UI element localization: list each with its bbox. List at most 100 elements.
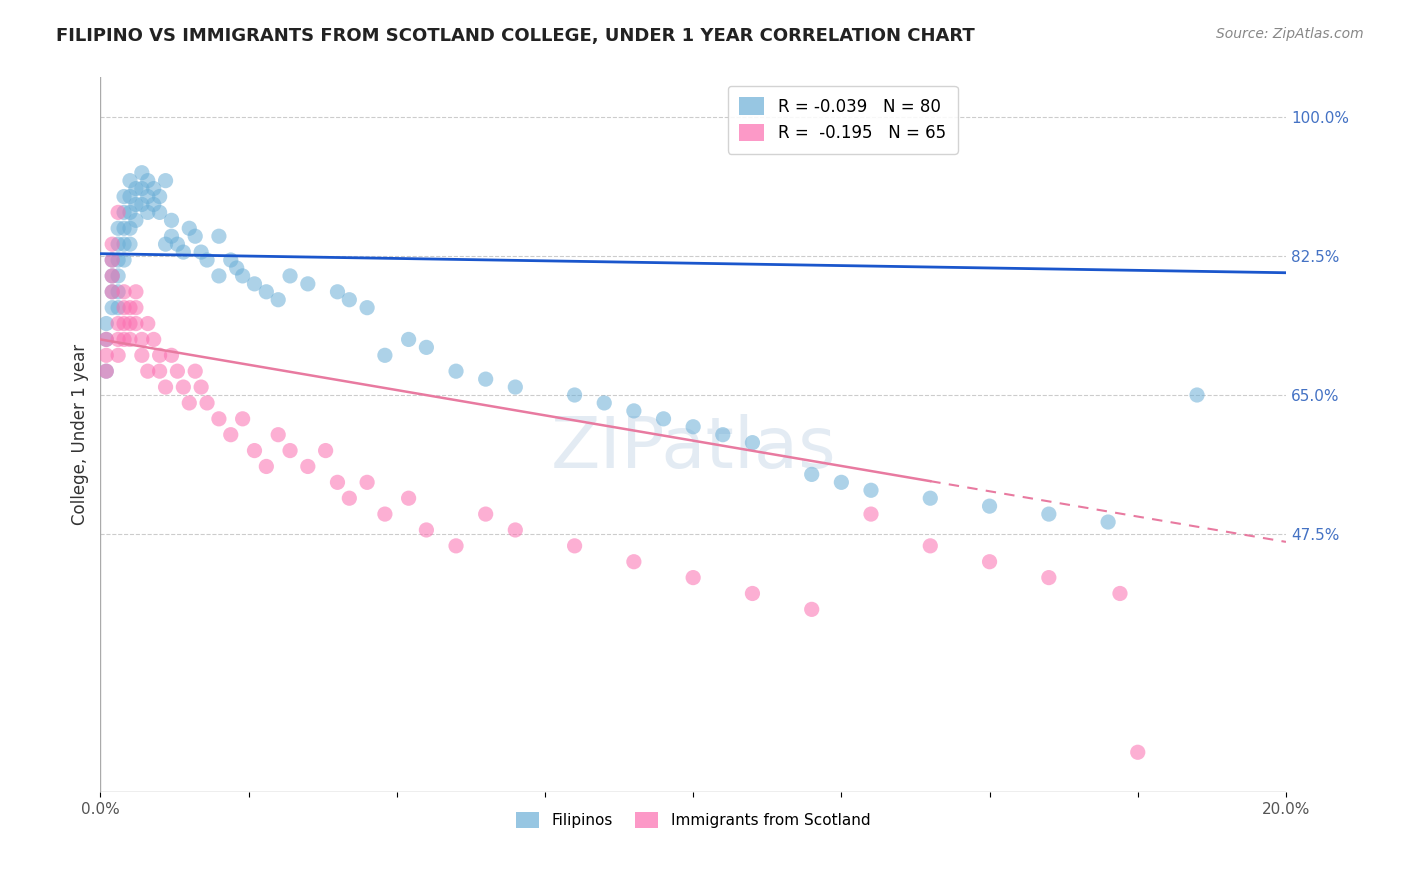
Point	[1038, 571, 1060, 585]
Point	[118, 189, 141, 203]
Point	[166, 364, 188, 378]
Point	[267, 427, 290, 442]
Point	[374, 348, 396, 362]
Point	[136, 174, 159, 188]
Point	[1109, 586, 1132, 600]
Point	[118, 205, 141, 219]
Text: ZIPatlas: ZIPatlas	[550, 415, 837, 483]
Point	[149, 364, 172, 378]
Point	[920, 539, 942, 553]
Point	[149, 348, 172, 362]
Point	[118, 333, 141, 347]
Point	[131, 333, 153, 347]
Point	[179, 396, 201, 410]
Point	[101, 268, 124, 283]
Text: Source: ZipAtlas.com: Source: ZipAtlas.com	[1216, 27, 1364, 41]
Point	[1038, 507, 1060, 521]
Point	[125, 285, 148, 299]
Text: FILIPINO VS IMMIGRANTS FROM SCOTLAND COLLEGE, UNDER 1 YEAR CORRELATION CHART: FILIPINO VS IMMIGRANTS FROM SCOTLAND COL…	[56, 27, 974, 45]
Legend: Filipinos, Immigrants from Scotland: Filipinos, Immigrants from Scotland	[510, 806, 876, 834]
Point	[107, 285, 129, 299]
Point	[112, 333, 135, 347]
Point	[219, 427, 242, 442]
Point	[652, 412, 675, 426]
Point	[136, 189, 159, 203]
Point	[142, 181, 165, 195]
Point	[118, 317, 141, 331]
Point	[243, 443, 266, 458]
Point	[136, 205, 159, 219]
Point	[190, 245, 212, 260]
Point	[107, 333, 129, 347]
Point	[96, 348, 118, 362]
Point	[278, 443, 301, 458]
Point	[564, 388, 586, 402]
Point	[267, 293, 290, 307]
Point	[125, 301, 148, 315]
Point	[131, 348, 153, 362]
Point	[160, 213, 183, 227]
Point	[131, 197, 153, 211]
Point	[118, 174, 141, 188]
Point	[155, 380, 177, 394]
Point	[96, 364, 118, 378]
Point	[118, 237, 141, 252]
Point	[297, 277, 319, 291]
Point	[172, 245, 194, 260]
Point	[374, 507, 396, 521]
Point	[107, 348, 129, 362]
Point	[125, 181, 148, 195]
Point	[136, 317, 159, 331]
Point	[337, 293, 360, 307]
Point	[136, 364, 159, 378]
Point	[859, 483, 882, 498]
Point	[741, 435, 763, 450]
Point	[101, 285, 124, 299]
Point	[243, 277, 266, 291]
Point	[564, 539, 586, 553]
Point	[101, 285, 124, 299]
Point	[112, 301, 135, 315]
Point	[96, 333, 118, 347]
Point	[101, 301, 124, 315]
Point	[711, 427, 734, 442]
Point	[125, 317, 148, 331]
Point	[155, 174, 177, 188]
Point	[172, 380, 194, 394]
Point	[160, 229, 183, 244]
Point	[142, 197, 165, 211]
Point	[682, 419, 704, 434]
Point	[682, 571, 704, 585]
Point	[184, 364, 207, 378]
Point	[195, 396, 218, 410]
Point	[112, 205, 135, 219]
Point	[830, 475, 852, 490]
Point	[101, 253, 124, 268]
Point	[219, 253, 242, 268]
Point	[505, 523, 527, 537]
Y-axis label: College, Under 1 year: College, Under 1 year	[72, 344, 89, 525]
Point	[859, 507, 882, 521]
Point	[278, 268, 301, 283]
Point	[623, 404, 645, 418]
Point	[593, 396, 616, 410]
Point	[232, 268, 254, 283]
Point	[356, 301, 378, 315]
Point	[184, 229, 207, 244]
Point	[155, 237, 177, 252]
Point	[125, 197, 148, 211]
Point	[112, 253, 135, 268]
Point	[1185, 388, 1208, 402]
Point	[166, 237, 188, 252]
Point	[254, 459, 277, 474]
Point	[326, 475, 349, 490]
Point	[118, 301, 141, 315]
Point	[1126, 745, 1149, 759]
Point	[179, 221, 201, 235]
Point	[254, 285, 277, 299]
Point	[107, 268, 129, 283]
Point	[107, 301, 129, 315]
Point	[112, 285, 135, 299]
Point	[208, 412, 231, 426]
Point	[474, 372, 496, 386]
